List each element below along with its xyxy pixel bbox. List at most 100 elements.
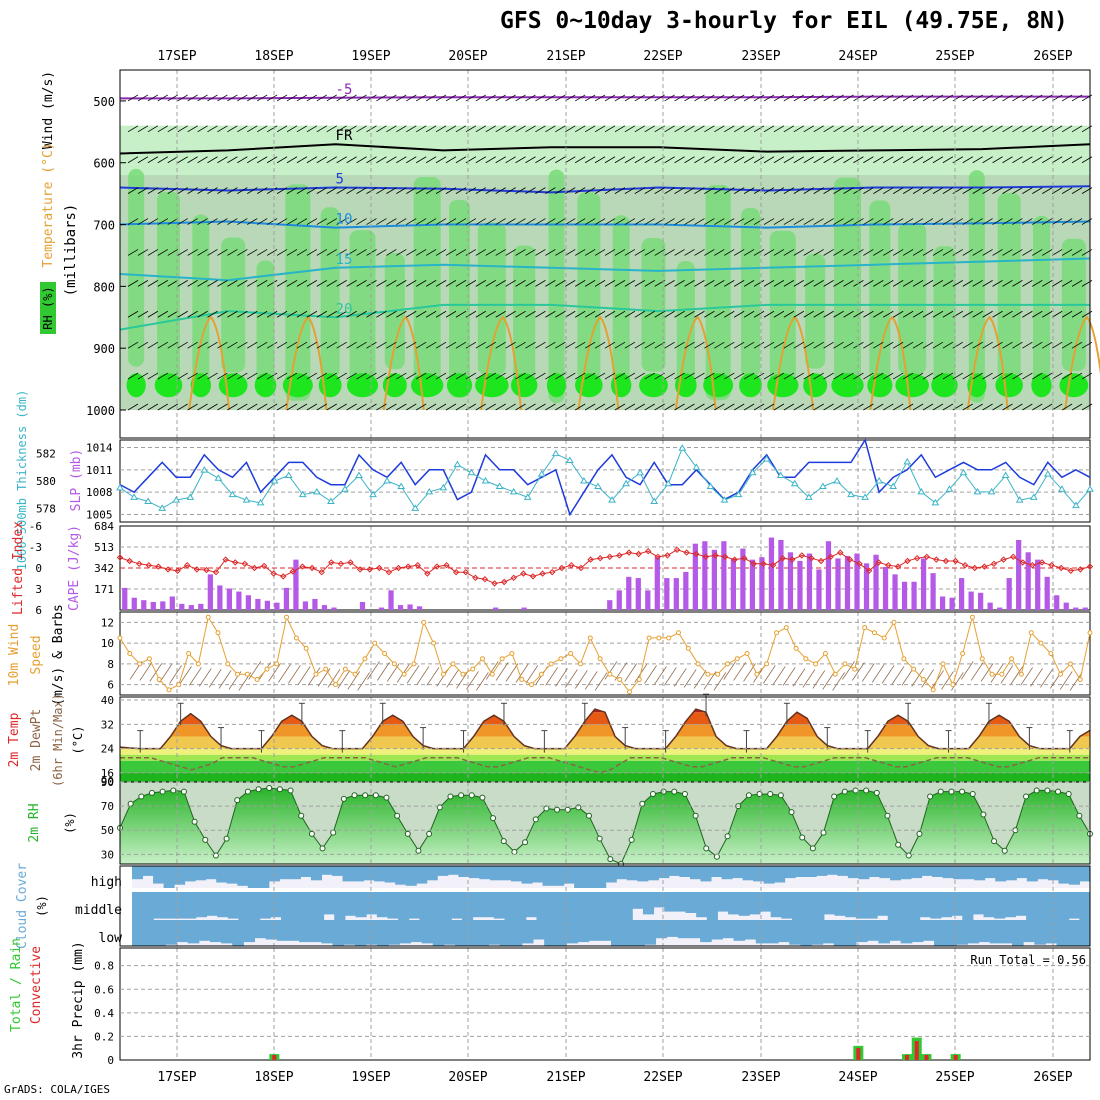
rh2m-area <box>120 788 1090 864</box>
cloud-cell <box>889 866 902 881</box>
rh2m-marker <box>511 848 518 855</box>
wind-barb <box>425 187 437 194</box>
wind-barb <box>952 280 964 287</box>
lifted-marker <box>539 570 546 577</box>
cloud-cell <box>1000 920 1013 944</box>
wind-barb <box>912 187 924 194</box>
wind-barb <box>336 156 347 164</box>
wind-barb <box>147 403 159 411</box>
wind-barb <box>396 125 407 133</box>
wind-barb <box>545 125 556 133</box>
cape-bar <box>778 540 784 610</box>
cloud-cell <box>510 866 523 882</box>
cloud-cell <box>626 866 638 881</box>
cloud-cell <box>577 920 590 943</box>
wind-barb <box>724 280 735 287</box>
temp-tick: 40 <box>101 694 114 707</box>
wind-marker <box>538 671 544 677</box>
lifted-marker <box>721 553 729 561</box>
wind-barb <box>714 372 725 380</box>
lifted-marker <box>933 556 940 563</box>
wind-barb <box>286 403 298 411</box>
wind-barb <box>515 341 526 349</box>
thickness-marker <box>326 497 335 504</box>
wind10m-barb <box>377 662 390 681</box>
thickness-marker <box>383 477 391 484</box>
wind-barb <box>614 403 626 411</box>
wind-barb <box>406 280 417 287</box>
wind-barb <box>495 280 506 287</box>
wind-barb <box>565 94 576 102</box>
thickness-marker <box>664 479 673 487</box>
wind-barb <box>515 125 526 133</box>
precip-tick: 0.4 <box>94 1007 114 1020</box>
wind10m-barb <box>594 672 608 691</box>
wind-barb <box>1002 341 1013 349</box>
wind-barb <box>912 218 924 225</box>
wind-barb <box>565 403 576 411</box>
wind-barb <box>306 310 318 318</box>
wind-barb <box>664 187 675 194</box>
wind-barb <box>614 187 626 194</box>
precip-bar-convective <box>856 1047 861 1060</box>
wind-barb <box>247 280 258 287</box>
cloud-cell <box>811 920 824 945</box>
wind-barb <box>1042 218 1053 225</box>
wind-barb <box>733 341 745 349</box>
lifted-marker <box>568 561 575 569</box>
wind-barb <box>406 310 417 318</box>
wind-barb <box>644 156 655 164</box>
precip-convective-label: Convective <box>29 946 44 1024</box>
wind-barb <box>942 403 954 411</box>
lifted-marker <box>1086 563 1094 570</box>
wind-barb <box>127 341 139 349</box>
rh2m-marker <box>138 793 145 800</box>
wind-barb <box>336 372 347 380</box>
wind10m-barb <box>307 667 321 686</box>
wind-barb <box>177 341 188 349</box>
wind-barb <box>674 156 685 164</box>
lifted-marker <box>750 560 758 568</box>
wind-marker <box>578 661 584 667</box>
minmax-label: (6hr Min/Max) <box>51 693 65 787</box>
cape-bar <box>711 549 717 610</box>
wind-barb <box>803 187 814 194</box>
wind-barb <box>1061 94 1073 102</box>
wind-marker <box>969 614 975 620</box>
wind-barb <box>326 125 337 133</box>
wind-barb <box>1002 94 1013 102</box>
wind-barb <box>574 187 586 194</box>
wind-barb <box>356 310 367 318</box>
chart-title: GFS 0~10day 3-hourly for EIL (49.75E, 8N… <box>500 8 1068 34</box>
wind-barb <box>1032 218 1043 225</box>
wind-barb <box>237 218 248 225</box>
cloud-cell <box>342 866 354 882</box>
wind-barb <box>356 94 367 102</box>
rh2m-marker <box>458 792 465 799</box>
wind-barb <box>1012 94 1023 102</box>
wind-barb <box>435 218 447 225</box>
wind-barb <box>525 187 536 194</box>
wind-barb <box>207 187 218 194</box>
cloud-cell <box>605 866 617 883</box>
cloud-cell <box>232 920 244 946</box>
cape-bar <box>863 563 870 610</box>
wind-barb <box>197 310 208 318</box>
rh2m-marker <box>884 812 891 819</box>
rh-core <box>510 373 538 398</box>
wind-barb <box>644 310 655 318</box>
wind-barb <box>634 280 646 287</box>
wind10m-barb <box>436 668 450 687</box>
rh2m-marker <box>628 836 635 843</box>
wind-barb <box>833 125 844 133</box>
wind-barb <box>724 403 735 411</box>
wind10m-barb <box>812 670 826 689</box>
wind10m-barb <box>476 672 489 691</box>
wind-barb <box>187 341 198 349</box>
wind-barb <box>932 403 944 411</box>
cloud-cell <box>557 892 569 920</box>
wind-barb <box>326 403 337 411</box>
panel-slp-thickness <box>116 438 1094 523</box>
wind-barb <box>634 218 646 225</box>
wind-barb <box>197 218 208 225</box>
